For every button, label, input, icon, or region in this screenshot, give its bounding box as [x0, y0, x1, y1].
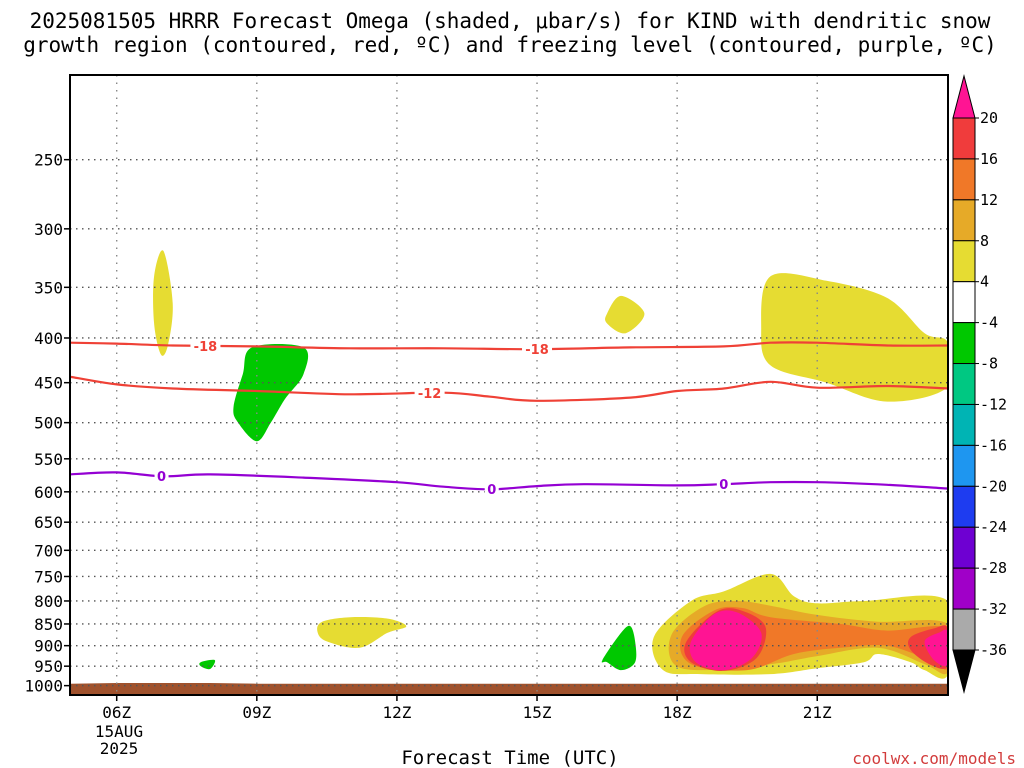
x-tick-label: 15Z [523, 703, 552, 722]
colorbar-top-triangle [952, 74, 976, 119]
title-line-2: growth region (contoured, red, ºC) and f… [23, 33, 997, 57]
contour-label: -12 [418, 387, 442, 402]
x-tick-label: 21Z [803, 703, 832, 722]
y-tick-label: 700 [34, 541, 63, 560]
colorbar-box [952, 117, 976, 160]
colorbar-label: 20 [980, 109, 998, 127]
colorbar-box [952, 199, 976, 242]
colorbar-box [952, 444, 976, 487]
colorbar-box [952, 403, 976, 446]
omega-region [199, 659, 216, 670]
omega-region [605, 295, 645, 334]
y-tick-label: 400 [34, 329, 63, 348]
colorbar-box [952, 608, 976, 651]
contour-label-bg [716, 477, 731, 492]
y-tick-label: 800 [34, 592, 63, 611]
colorbar-bottom-triangle [952, 649, 976, 694]
contour-label-bg [414, 385, 445, 400]
colorbar-label: -8 [980, 355, 998, 373]
y-tick-label: 1000 [24, 677, 63, 696]
colorbar-label: -12 [980, 395, 1007, 413]
x-tick-label: 18Z [663, 703, 692, 722]
colorbar-label: 8 [980, 232, 989, 250]
colorbar-label: 12 [980, 191, 998, 209]
colorbar-label: 16 [980, 150, 998, 168]
x-date-line-2: 2025 [100, 739, 139, 758]
colorbar-label: -32 [980, 600, 1007, 618]
contour-label: 0 [719, 478, 728, 493]
colorbar-box [952, 363, 976, 405]
colorbar-label: -20 [980, 477, 1007, 495]
y-tick-label: 250 [34, 151, 63, 170]
omega-region [761, 273, 948, 402]
y-tick-label: 650 [34, 513, 63, 532]
contour-line [70, 375, 948, 402]
y-tick-label: 600 [34, 483, 63, 502]
x-date-line-1: 15AUG [95, 722, 143, 741]
y-tick-label: 950 [34, 657, 63, 676]
contour-label-bg [190, 338, 221, 353]
y-tick-label: 350 [34, 278, 63, 297]
terrain-fill [70, 683, 948, 695]
colorbar-box [952, 485, 976, 528]
contour-label: 0 [487, 483, 496, 498]
contour-label: 0 [157, 470, 166, 485]
y-tick-label: 750 [34, 567, 63, 586]
y-tick-label: 300 [34, 220, 63, 239]
contour-line [70, 471, 948, 491]
colorbar-box [952, 526, 976, 569]
colorbar-label: -16 [980, 436, 1007, 454]
colorbar-box [952, 158, 976, 201]
colorbar-label: -24 [980, 518, 1007, 536]
colorbar-label: -28 [980, 559, 1007, 577]
colorbar-box [952, 240, 976, 283]
colorbar-label: 4 [980, 273, 989, 291]
credit-text: coolwx.com/models [852, 749, 1016, 768]
y-tick-label: 500 [34, 414, 63, 433]
omega-region [689, 610, 762, 671]
y-tick-label: 450 [34, 374, 63, 393]
colorbar-box [952, 567, 976, 610]
omega-region [153, 250, 173, 356]
contour-label-bg [154, 469, 169, 484]
contour-label-bg [484, 482, 499, 497]
colorbar-box [952, 322, 976, 365]
colorbar-label: -36 [980, 641, 1007, 659]
x-tick-label: 06Z [102, 703, 131, 722]
contour-label-bg [522, 342, 553, 357]
omega-region [601, 625, 637, 671]
y-tick-label: 550 [34, 450, 63, 469]
contour-label: -18 [194, 340, 218, 355]
y-tick-label: 900 [34, 637, 63, 656]
x-axis-label: Forecast Time (UTC) [401, 747, 618, 768]
contour-label: -18 [525, 343, 549, 358]
omega-region [317, 616, 407, 649]
colorbar-label: -4 [980, 314, 998, 332]
title-line-1: 2025081505 HRRR Forecast Omega (shaded, … [30, 9, 991, 33]
x-tick-label: 09Z [242, 703, 271, 722]
omega-region [924, 629, 948, 667]
colorbar-box [952, 281, 976, 324]
y-tick-label: 850 [34, 615, 63, 634]
plot-frame [69, 74, 949, 696]
x-tick-label: 12Z [382, 703, 411, 722]
